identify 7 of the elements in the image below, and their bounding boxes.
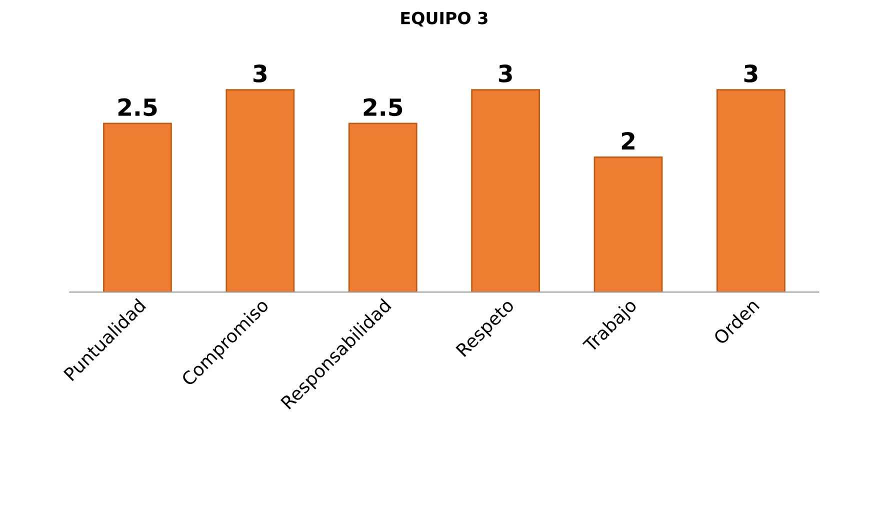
- data-label: 3: [498, 64, 512, 82]
- data-label: 3: [254, 64, 266, 82]
- data-label: 2.5: [364, 98, 402, 116]
- chart-title: EQUIPO 3: [401, 12, 488, 27]
- data-label: 2.5: [118, 98, 157, 116]
- data-label: 2: [622, 132, 634, 150]
- data-label: 3: [744, 64, 758, 82]
